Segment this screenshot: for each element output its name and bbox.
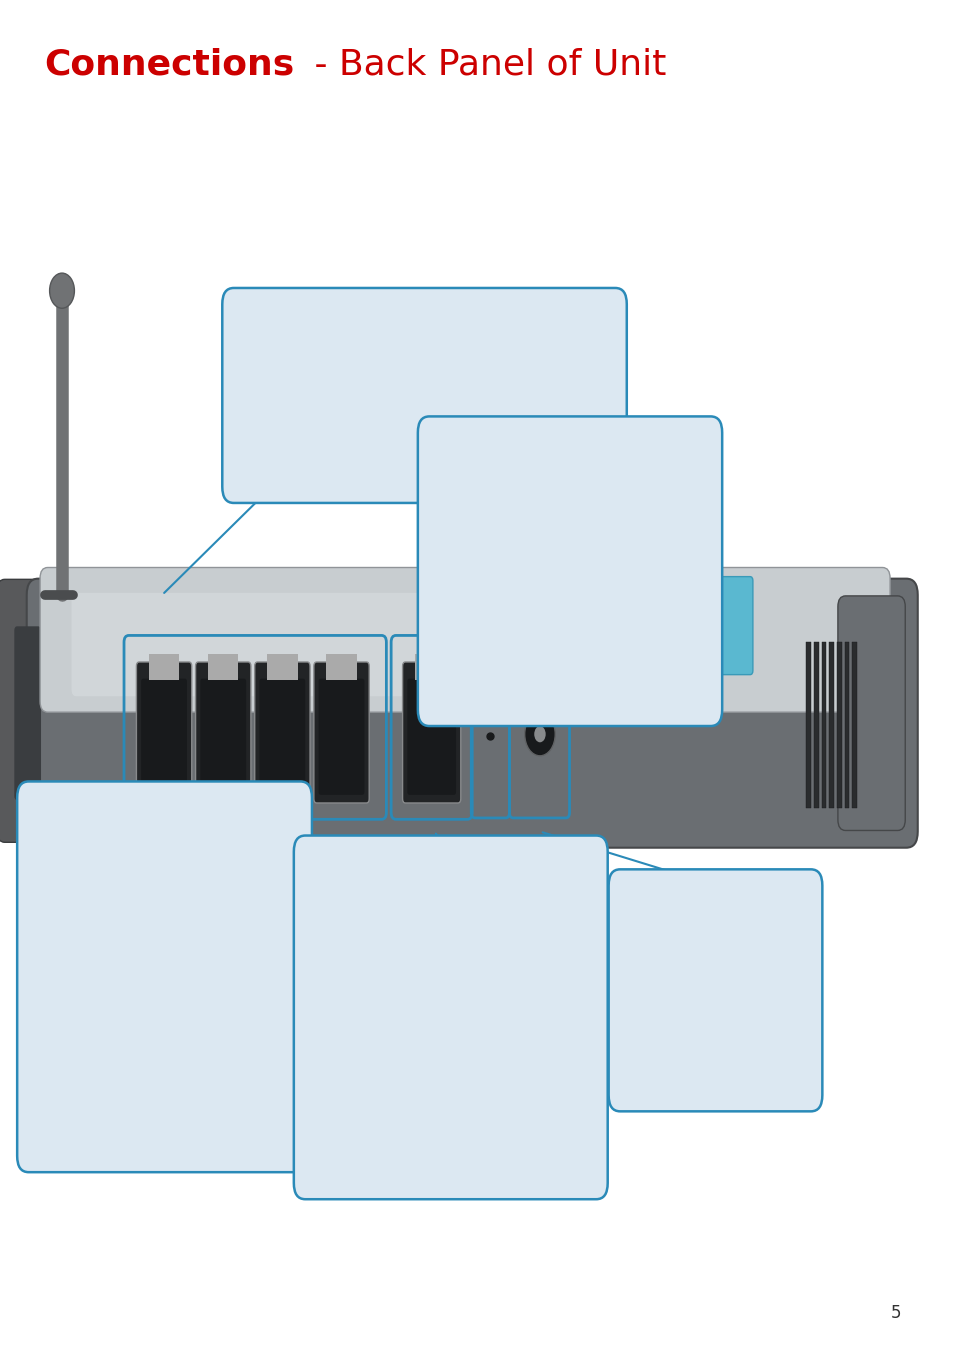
FancyBboxPatch shape bbox=[136, 662, 192, 803]
Text: is the: is the bbox=[400, 907, 441, 921]
Bar bbox=[415, 654, 448, 680]
Bar bbox=[208, 654, 238, 680]
Text: - Back Panel of Unit: - Back Panel of Unit bbox=[303, 47, 666, 81]
FancyBboxPatch shape bbox=[200, 679, 246, 795]
FancyBboxPatch shape bbox=[27, 579, 917, 848]
FancyBboxPatch shape bbox=[222, 288, 626, 503]
FancyBboxPatch shape bbox=[259, 679, 305, 795]
FancyBboxPatch shape bbox=[318, 679, 364, 795]
Circle shape bbox=[524, 713, 555, 756]
FancyBboxPatch shape bbox=[0, 579, 58, 842]
Text: 5: 5 bbox=[890, 1305, 901, 1322]
Bar bbox=[821, 642, 825, 807]
Text: Reset  Button: Reset Button bbox=[444, 488, 546, 502]
FancyBboxPatch shape bbox=[195, 662, 251, 803]
Bar bbox=[851, 642, 856, 807]
FancyBboxPatch shape bbox=[608, 869, 821, 1111]
Bar bbox=[843, 642, 848, 807]
Text: D-Link: D-Link bbox=[253, 639, 309, 654]
Bar bbox=[828, 642, 833, 807]
Circle shape bbox=[50, 273, 74, 308]
FancyBboxPatch shape bbox=[141, 679, 187, 795]
Text: Receptor
for the: Receptor for the bbox=[637, 903, 697, 933]
Text: Pressing the: Pressing the bbox=[444, 450, 526, 464]
FancyBboxPatch shape bbox=[668, 576, 752, 675]
FancyBboxPatch shape bbox=[71, 592, 558, 696]
Text: WAN port: WAN port bbox=[319, 907, 391, 921]
FancyBboxPatch shape bbox=[294, 836, 607, 1199]
Text: Power
Adapter: Power Adapter bbox=[637, 979, 697, 1009]
FancyBboxPatch shape bbox=[417, 416, 721, 726]
Bar bbox=[813, 642, 818, 807]
Text: automatically
sense the cable
type when
connecting to
Ethernet-enabled
computers: automatically sense the cable type when … bbox=[43, 891, 159, 988]
FancyBboxPatch shape bbox=[407, 679, 456, 795]
FancyBboxPatch shape bbox=[402, 662, 460, 803]
Text: restores the
router to its
original factory
default settings.: restores the router to its original fact… bbox=[444, 526, 553, 589]
FancyBboxPatch shape bbox=[40, 568, 889, 713]
Circle shape bbox=[534, 726, 545, 742]
Text: The Auto MDI/MDIX: The Auto MDI/MDIX bbox=[319, 869, 448, 883]
Text: Auto MDI/MDIX: Auto MDI/MDIX bbox=[43, 815, 142, 829]
FancyBboxPatch shape bbox=[17, 781, 312, 1172]
Bar bbox=[267, 654, 297, 680]
FancyBboxPatch shape bbox=[314, 662, 369, 803]
FancyBboxPatch shape bbox=[837, 596, 904, 830]
FancyBboxPatch shape bbox=[254, 662, 310, 803]
Bar bbox=[805, 642, 810, 807]
Bar bbox=[326, 654, 356, 680]
Text: LAN ports: LAN ports bbox=[43, 853, 117, 867]
Text: connection for the
Ethernet cable to
the Cable or DSL
modem: connection for the Ethernet cable to the… bbox=[319, 945, 442, 1009]
Bar bbox=[149, 654, 179, 680]
Text: All  Ethernet  Ports  (WAN  and  LAN)
are auto MDI/MDIX, meaning you can
use  ei: All Ethernet Ports (WAN and LAN) are aut… bbox=[248, 320, 496, 384]
Text: Connections: Connections bbox=[44, 47, 294, 81]
FancyBboxPatch shape bbox=[14, 626, 41, 800]
Bar bbox=[836, 642, 841, 807]
